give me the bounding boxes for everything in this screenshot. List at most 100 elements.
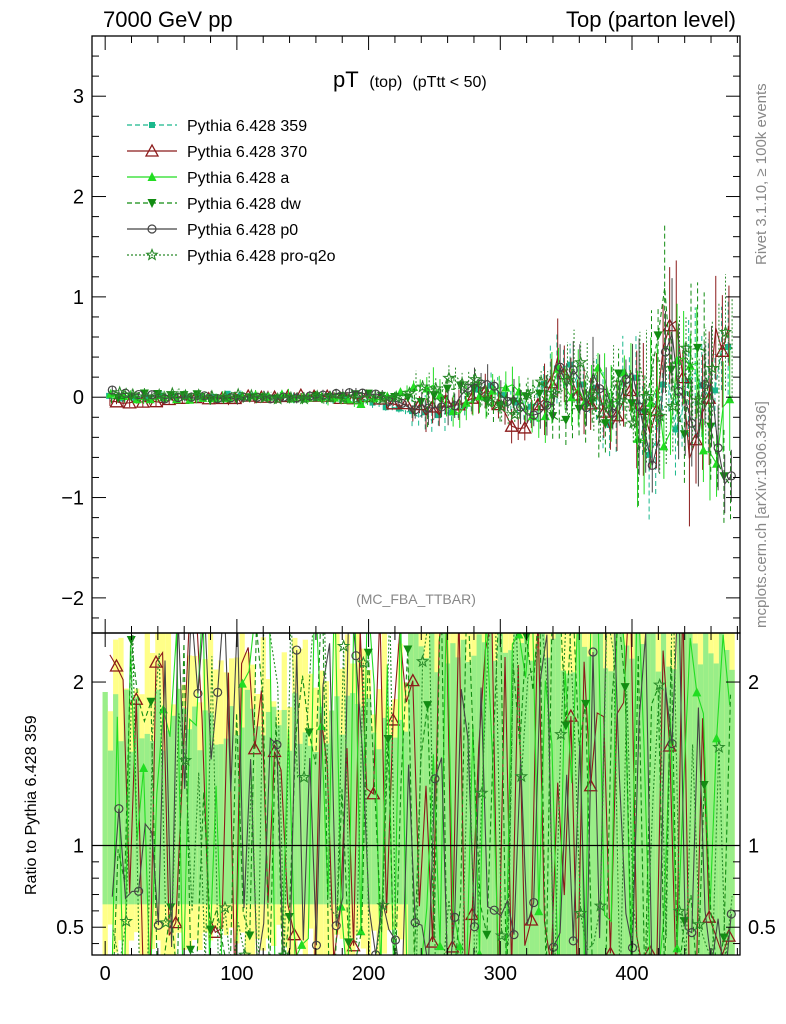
- legend-label: Pythia 6.428 pro-q2o: [187, 248, 336, 265]
- band-green: [650, 633, 656, 955]
- ratio-point: [265, 975, 274, 984]
- band-green: [487, 633, 493, 955]
- band-green: [624, 645, 630, 955]
- band-green: [255, 726, 261, 905]
- legend-entry: Pythia 6.428 dw: [127, 196, 301, 213]
- ratio-plot-frame: [91, 632, 741, 956]
- data-point: [425, 399, 440, 413]
- ratio-series-layer: [109, 569, 737, 1023]
- data-point: [494, 399, 509, 413]
- ratio-y-tick-label: 2: [73, 672, 84, 694]
- legend-label: Pythia 6.428 a: [187, 170, 289, 187]
- legend-label: Pythia 6.428 370: [187, 144, 307, 161]
- data-point: [679, 430, 689, 440]
- band-green: [713, 663, 719, 955]
- data-point: [517, 420, 532, 434]
- ratio-point: [423, 701, 433, 711]
- data-point: [468, 372, 482, 386]
- band-green: [508, 650, 514, 955]
- data-point: [218, 389, 232, 403]
- band-green: [318, 706, 324, 905]
- x-tick-label: 400: [615, 963, 648, 985]
- data-point: [139, 389, 153, 403]
- ratio-point: [253, 962, 261, 970]
- ratio-point: [229, 986, 241, 997]
- band-green: [471, 655, 477, 955]
- ratio-point: [319, 578, 329, 588]
- band-green: [260, 735, 266, 905]
- ratio-point: [258, 579, 267, 588]
- ratio-point: [237, 947, 252, 955]
- series-spro: [112, 274, 733, 474]
- band-green: [339, 734, 345, 905]
- legend-entry: Pythia 6.428 pro-q2o: [127, 247, 336, 265]
- data-point: [640, 408, 650, 418]
- ratio-point: [208, 924, 223, 938]
- ratio-point: [443, 972, 452, 981]
- ratio-point: [594, 609, 603, 618]
- ratio-point: [139, 763, 149, 773]
- y-tick-label: 2: [73, 187, 84, 209]
- ratio-point: [146, 697, 156, 707]
- data-point: [560, 373, 575, 386]
- band-green: [639, 644, 646, 955]
- data-point: [715, 343, 730, 357]
- data-point: [639, 389, 654, 402]
- ratio-point: [437, 972, 448, 982]
- data-point: [376, 391, 390, 405]
- ratio-point: [489, 905, 499, 915]
- band-green: [581, 646, 588, 955]
- band-green: [313, 751, 319, 905]
- band-green: [729, 669, 735, 955]
- ratio-point: [119, 1014, 128, 1023]
- ratio-point: [109, 658, 124, 672]
- data-point: [428, 381, 443, 395]
- data-point: [107, 385, 117, 395]
- data-point: [581, 402, 592, 413]
- data-point: [450, 401, 460, 411]
- data-point: [542, 400, 552, 410]
- data-point: [547, 386, 561, 399]
- data-point: [725, 394, 735, 404]
- ratio-point: [205, 925, 215, 935]
- band-green: [155, 689, 161, 905]
- y-tick-label: −2: [61, 588, 84, 610]
- band-green: [687, 633, 693, 955]
- band-green: [560, 670, 567, 955]
- data-point: [415, 379, 430, 393]
- data-point: [711, 387, 718, 394]
- band-green: [645, 633, 651, 955]
- ratio-point: [683, 978, 695, 989]
- ratio-point: [284, 912, 294, 922]
- ratio-point: [174, 613, 182, 621]
- data-point: [666, 399, 680, 412]
- ratio-point: [640, 984, 649, 993]
- ratio-point: [545, 959, 557, 970]
- data-point: [410, 405, 420, 415]
- band-green: [529, 660, 535, 955]
- legend-marker: [147, 199, 157, 208]
- band-green: [144, 733, 150, 905]
- data-point: [687, 418, 697, 428]
- band-green: [608, 671, 614, 955]
- band-green: [171, 715, 177, 905]
- ratio-point: [653, 980, 662, 989]
- band-green: [629, 658, 635, 955]
- mcplots-label: mcplots.cern.ch [arXiv:1306.3436]: [753, 401, 770, 628]
- ratio-point: [633, 569, 642, 578]
- rivet-label: Rivet 3.1.10, ≥ 100k events: [753, 83, 770, 265]
- ratio-point: [605, 946, 616, 955]
- band-green: [107, 750, 114, 905]
- data-point: [634, 402, 644, 412]
- band-green: [597, 633, 604, 955]
- band-green: [497, 633, 503, 955]
- data-point: [165, 386, 180, 400]
- data-point: [608, 408, 618, 418]
- ratio-point: [198, 593, 207, 602]
- data-point: [652, 408, 667, 422]
- band-green: [302, 732, 308, 905]
- ratio-point: [615, 985, 626, 995]
- main-series-layer: [106, 224, 736, 527]
- ratio-point: [514, 769, 529, 783]
